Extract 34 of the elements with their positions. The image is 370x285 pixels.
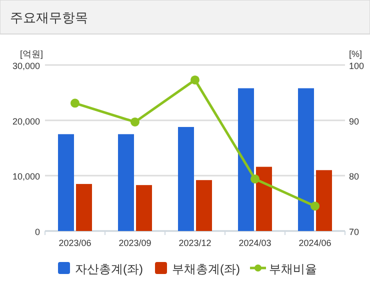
y2-tick-label: 70 bbox=[349, 227, 360, 237]
point bbox=[70, 98, 80, 108]
x-tick-label: 2023/12 bbox=[178, 238, 212, 248]
bar bbox=[58, 134, 74, 231]
legend-label: 부채비율 bbox=[269, 262, 317, 276]
point bbox=[250, 174, 260, 184]
point bbox=[190, 75, 200, 84]
bar bbox=[238, 88, 254, 231]
bar bbox=[76, 184, 92, 231]
y-tick-label: 30,000 bbox=[12, 61, 40, 71]
x-tick-label: 2024/06 bbox=[298, 238, 332, 248]
legend-label: 부채총계(좌) bbox=[172, 262, 240, 276]
chart-title: 주요재무항목 bbox=[10, 10, 88, 25]
y2-tick-label: 80 bbox=[349, 172, 360, 182]
point bbox=[310, 202, 320, 211]
x-tick-label: 2023/09 bbox=[118, 238, 152, 248]
bar bbox=[256, 166, 272, 231]
legend-label: 자산총계(좌) bbox=[75, 262, 143, 276]
bar bbox=[118, 134, 134, 231]
y-tick-label: 0 bbox=[34, 227, 40, 237]
y2-tick-label: 90 bbox=[349, 116, 360, 126]
y-tick-label: 20,000 bbox=[12, 116, 40, 126]
bar bbox=[136, 185, 152, 231]
y2-axis-title: [%] bbox=[349, 49, 362, 59]
y2-tick-label: 100 bbox=[349, 61, 364, 71]
point bbox=[130, 117, 140, 126]
x-tick-label: 2023/06 bbox=[58, 238, 92, 248]
bar bbox=[316, 170, 332, 231]
y-tick-label: 10,000 bbox=[12, 172, 40, 182]
x-tick-label: 2024/03 bbox=[238, 238, 272, 248]
bar bbox=[178, 126, 194, 231]
y-axis-title: [억원] bbox=[20, 49, 44, 59]
bar bbox=[298, 88, 314, 231]
bar bbox=[196, 180, 212, 231]
